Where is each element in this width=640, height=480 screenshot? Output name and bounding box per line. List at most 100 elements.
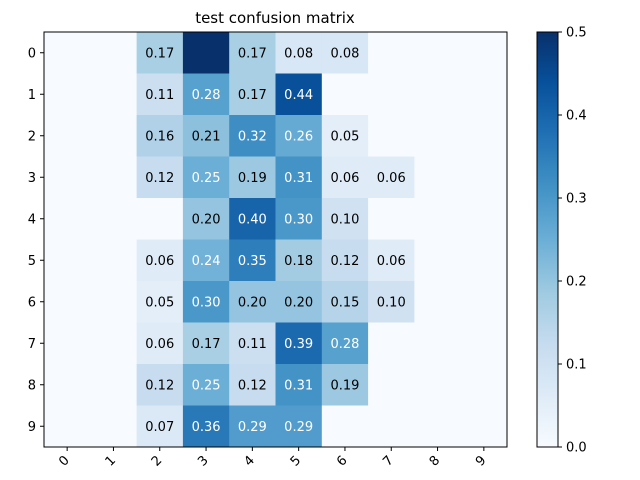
y-tick-label: 7	[28, 337, 36, 352]
colorbar-tick-label: 0.1	[566, 358, 587, 373]
heatmap-cell	[321, 364, 369, 406]
heatmap-cell	[182, 364, 230, 406]
heatmap-cell	[229, 198, 276, 240]
cell-value-label: 0.05	[330, 129, 359, 144]
cell-value-label: 0.12	[330, 254, 359, 269]
y-tick-label: 5	[28, 254, 36, 269]
colorbar-tick-label: 0.3	[566, 192, 587, 207]
y-tick-label: 6	[28, 295, 36, 310]
heatmap-cell	[368, 115, 415, 157]
heatmap-cell	[321, 32, 369, 74]
cell-value-label: 0.17	[192, 337, 221, 352]
heatmap-cell	[368, 281, 415, 323]
heatmap-cell	[321, 322, 369, 365]
heatmap-cell	[229, 115, 276, 157]
heatmap-cell	[182, 198, 230, 240]
cell-value-label: 0.30	[192, 295, 221, 310]
cell-value-label: 0.20	[192, 212, 221, 227]
heatmap-cell	[44, 73, 91, 116]
cell-value-label: 0.32	[238, 129, 267, 144]
heatmap-cell	[460, 32, 508, 74]
heatmap-cell	[182, 115, 230, 157]
heatmap-cell	[90, 156, 138, 199]
cell-value-label: 0.24	[192, 254, 221, 269]
heatmap-cell	[182, 281, 230, 323]
heatmap-cell	[136, 115, 184, 157]
heatmap-cell	[275, 156, 323, 199]
heatmap-cell	[136, 32, 184, 74]
heatmap-cell	[182, 405, 230, 448]
heatmap-cell	[414, 32, 462, 74]
heatmap-cell	[136, 73, 184, 116]
heatmap-cell	[90, 198, 138, 240]
y-tick-label: 0	[28, 46, 36, 61]
x-tick-label: 8	[427, 453, 443, 469]
heatmap-cell	[90, 115, 138, 157]
cell-value-label: 0.21	[192, 129, 221, 144]
heatmap-cell	[460, 198, 508, 240]
cell-value-label: 0.29	[238, 420, 267, 435]
heatmap-cells	[44, 32, 508, 448]
heatmap-cell	[182, 239, 230, 282]
cell-value-label: 0.10	[330, 212, 359, 227]
heatmap-cell	[229, 73, 276, 116]
x-axis: 0 1 2 3 4 5 6 7 8 9	[56, 447, 489, 470]
cell-value-label: 0.06	[145, 254, 174, 269]
cell-value-label: 0.30	[284, 212, 313, 227]
x-tick-label: 9	[473, 453, 489, 469]
heatmap-cell	[275, 405, 323, 448]
y-tick-label: 9	[28, 420, 36, 435]
heatmap-cell	[368, 156, 415, 199]
cell-value-label: 0.06	[377, 171, 406, 186]
heatmap-cell	[321, 405, 369, 448]
cell-value-label: 0.17	[238, 46, 267, 61]
x-tick-label: 7	[380, 453, 396, 469]
cell-value-label: 0.20	[284, 295, 313, 310]
cell-value-label: 0.28	[330, 337, 359, 352]
cell-value-label: 0.12	[238, 378, 267, 393]
heatmap-cell	[275, 322, 323, 365]
heatmap-cell	[44, 322, 91, 365]
cell-value-label: 0.11	[238, 337, 267, 352]
colorbar-gradient	[536, 31, 559, 448]
heatmap-cell	[182, 156, 230, 199]
heatmap-cell	[44, 239, 91, 282]
heatmap-cell	[90, 239, 138, 282]
heatmap-cell	[414, 156, 462, 199]
heatmap-cell-labels: 0.17 0.17 0.08 0.08 0.11 0.28 0.17 0.44 0.16 0.21…	[145, 46, 405, 435]
x-tick-label: 1	[103, 453, 119, 469]
heatmap-cell	[460, 156, 508, 199]
cell-value-label: 0.17	[145, 46, 174, 61]
y-tick-label: 2	[28, 129, 36, 144]
cell-value-label: 0.31	[284, 171, 313, 186]
heatmap-cell	[414, 281, 462, 323]
heatmap-cell	[44, 156, 91, 199]
y-tick-label: 3	[28, 171, 36, 186]
heatmap-cell	[90, 405, 138, 448]
heatmap-cell	[414, 239, 462, 282]
cell-value-label: 0.17	[238, 88, 267, 103]
cell-value-label: 0.16	[145, 129, 174, 144]
heatmap-cell	[229, 281, 276, 323]
heatmap-cell	[90, 281, 138, 323]
heatmap-cell	[275, 281, 323, 323]
heatmap-cell	[44, 32, 91, 74]
heatmap-cell	[275, 198, 323, 240]
heatmap-cell	[229, 239, 276, 282]
x-tick-label: 3	[195, 453, 211, 469]
heatmap-cell	[460, 322, 508, 365]
cell-value-label: 0.12	[145, 171, 174, 186]
y-axis: 0 1 2 3 4 5 6 7 8 9	[28, 46, 44, 435]
cell-value-label: 0.08	[330, 46, 359, 61]
cell-value-label: 0.36	[192, 420, 221, 435]
heatmap-cell	[368, 322, 415, 365]
colorbar: 0.0 0.1 0.2 0.3 0.4 0.5	[536, 26, 587, 456]
heatmap-cell	[229, 322, 276, 365]
heatmap-cell	[90, 322, 138, 365]
cell-value-label: 0.05	[145, 295, 174, 310]
heatmap-cell	[136, 322, 184, 365]
heatmap-cell	[136, 281, 184, 323]
heatmap-cell	[414, 322, 462, 365]
y-tick-label: 4	[28, 212, 36, 227]
cell-value-label: 0.25	[192, 378, 221, 393]
